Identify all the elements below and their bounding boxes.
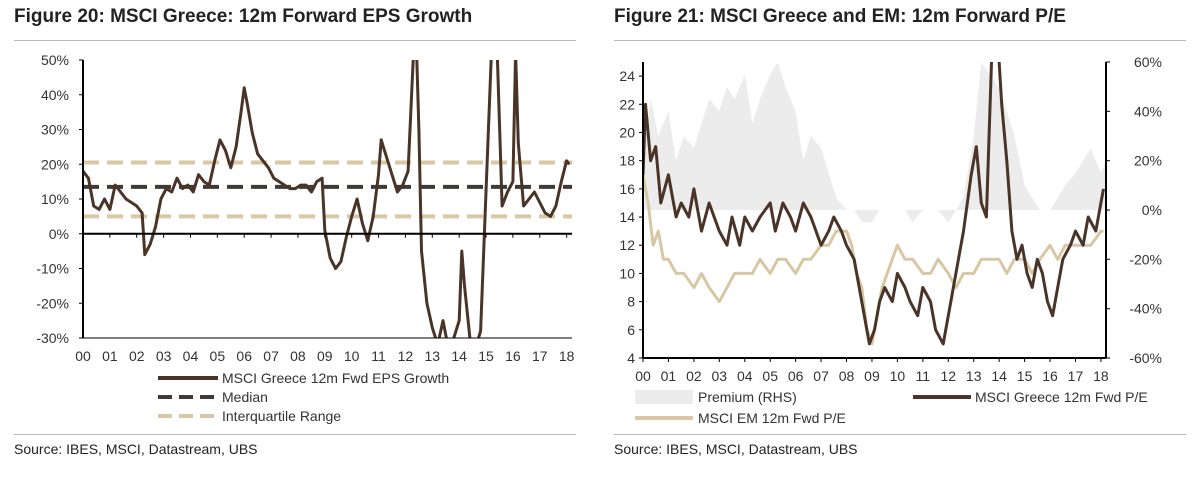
y-tick-label-right: 40% [1134, 103, 1162, 119]
figure-20-chart: 50% 40% 30% 20% 10% 0% -10% -20% -30% 00 01 02 03 04… [36, 52, 575, 424]
greece-pe-line [643, 62, 1105, 346]
figure-20-bottom-rule [14, 434, 576, 435]
x-tick-label: 13 [424, 348, 440, 364]
legend-label-em: MSCI EM 12m Fwd P/E [698, 410, 846, 426]
figure-21-source: Source: IBES, MSCI, Datastream, UBS [614, 441, 858, 457]
x-tick-label: 00 [75, 348, 91, 364]
y-tick-label-left: 18 [619, 153, 635, 169]
x-tick-label: 16 [1042, 368, 1058, 384]
x-tick-label: 08 [290, 348, 306, 364]
y-tick-label-left: 22 [619, 96, 635, 112]
figure-21-bottom-rule [614, 434, 1186, 435]
x-tick-label: 15 [478, 348, 494, 364]
x-tick-label: 11 [916, 368, 931, 384]
legend-label: MSCI Greece 12m Fwd EPS Growth [222, 370, 449, 386]
x-tick-label: 12 [398, 348, 414, 364]
x-tick-label: 12 [940, 368, 956, 384]
legend-label-premium: Premium (RHS) [698, 389, 797, 405]
x-tick-label: 03 [712, 368, 728, 384]
x-tick-label: 05 [210, 348, 226, 364]
premium-area [643, 62, 1106, 223]
y-tick-label-left: 8 [627, 294, 635, 310]
figure-21-panel: Figure 21: MSCI Greece and EM: 12m Forwa… [600, 0, 1200, 500]
x-tick-label: 17 [532, 348, 548, 364]
figure-21-legend: Premium (RHS) MSCI Greece 12m Fwd P/E MSCI… [635, 389, 1148, 426]
figure-21-series [643, 62, 1106, 346]
figure-21-y-ticks-right: 60% 40% 20% 0% -20% -40% -60% [1106, 54, 1162, 366]
x-tick-label: 14 [991, 368, 1007, 384]
legend-swatch-premium [635, 390, 693, 404]
y-tick-label-right: -60% [1129, 350, 1162, 366]
x-tick-label: 01 [661, 368, 677, 384]
y-tick-label-left: 14 [619, 209, 635, 225]
figure-21-chart: 24 22 20 18 16 14 12 10 8 6 4 60% 40% 20% 0% -20% -40% -… [619, 54, 1162, 426]
y-tick-label-right: 0% [1142, 202, 1162, 218]
y-tick-label-left: 6 [627, 322, 635, 338]
y-tick-label: 10% [41, 191, 69, 207]
y-tick-label: -30% [36, 330, 69, 346]
y-tick-label-right: 60% [1134, 54, 1162, 70]
x-tick-label: 16 [505, 348, 521, 364]
x-tick-label: 00 [635, 368, 651, 384]
figure-21-x-ticks: 00 01 02 03 04 05 06 07 08 09 10 11 12 13 14 15 16 17 18 [635, 358, 1109, 384]
x-tick-label: 07 [813, 368, 829, 384]
y-tick-label-right: -40% [1129, 301, 1162, 317]
x-tick-label: 09 [864, 368, 880, 384]
x-tick-label: 15 [1017, 368, 1033, 384]
figure-20-source: Source: IBES, MSCI, Datastream, UBS [14, 441, 258, 457]
y-tick-label-right: -20% [1129, 251, 1162, 267]
x-tick-label: 06 [788, 368, 804, 384]
x-tick-label: 09 [317, 348, 333, 364]
x-tick-label: 04 [183, 348, 199, 364]
x-tick-label: 06 [236, 348, 252, 364]
x-tick-label: 13 [966, 368, 982, 384]
x-tick-label: 17 [1068, 368, 1084, 384]
figure-20-top-rule [14, 40, 576, 41]
x-tick-label: 07 [263, 348, 279, 364]
figure-20-bands [83, 160, 572, 219]
figure-20-panel: Figure 20: MSCI Greece: 12m Forward EPS … [0, 0, 590, 500]
x-tick-label: 10 [344, 348, 360, 364]
figure-20-legend: MSCI Greece 12m Fwd EPS Growth Median Inte… [158, 370, 449, 424]
x-tick-label: 02 [686, 368, 702, 384]
x-tick-label: 05 [762, 368, 778, 384]
y-tick-label-left: 4 [627, 350, 635, 366]
x-tick-label: 01 [102, 348, 118, 364]
legend-label-greece: MSCI Greece 12m Fwd P/E [975, 389, 1148, 405]
figure-20-x-ticks: 00 01 02 03 04 05 06 07 08 09 10 11 12 13 14 15 16 17 18 [75, 233, 575, 364]
legend-label: Median [222, 389, 268, 405]
figure-21-y-ticks-left: 24 22 20 18 16 14 12 10 8 6 4 [619, 68, 643, 366]
y-tick-label: 40% [41, 87, 69, 103]
x-tick-label: 11 [371, 348, 386, 364]
figure-21-title: Figure 21: MSCI Greece and EM: 12m Forwa… [614, 6, 1066, 27]
figure-20-y-ticks: 50% 40% 30% 20% 10% 0% -10% -20% -30% [36, 52, 83, 346]
x-tick-label: 10 [890, 368, 906, 384]
x-tick-label: 08 [839, 368, 855, 384]
y-tick-label-right: 20% [1134, 153, 1162, 169]
y-tick-label-left: 20 [619, 124, 635, 140]
greece-eps-growth-line [83, 60, 571, 338]
x-tick-label: 14 [451, 348, 467, 364]
y-tick-label: 30% [41, 122, 69, 138]
y-tick-label: -20% [36, 295, 69, 311]
figure-20-title: Figure 20: MSCI Greece: 12m Forward EPS … [14, 6, 473, 27]
y-tick-label-left: 24 [619, 68, 635, 84]
y-tick-label-left: 12 [619, 237, 635, 253]
y-tick-label-left: 16 [619, 181, 635, 197]
x-tick-label: 04 [737, 368, 753, 384]
x-tick-label: 03 [156, 348, 172, 364]
x-tick-label: 18 [1093, 368, 1109, 384]
x-tick-label: 18 [559, 348, 575, 364]
y-tick-label: 50% [41, 52, 69, 68]
y-tick-label: 0% [49, 226, 69, 242]
figure-21-top-rule [614, 40, 1186, 41]
x-tick-label: 02 [129, 348, 145, 364]
figure-20-series [83, 60, 571, 338]
legend-label: Interquartile Range [222, 408, 341, 424]
y-tick-label: -10% [36, 261, 69, 277]
y-tick-label-left: 10 [619, 265, 635, 281]
y-tick-label: 20% [41, 156, 69, 172]
